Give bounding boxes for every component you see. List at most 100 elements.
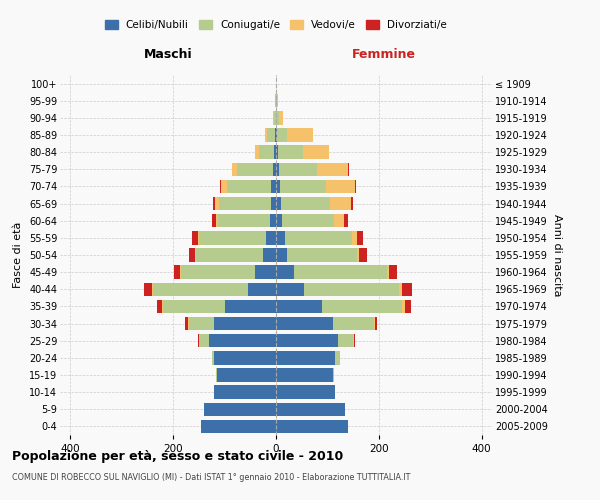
Bar	[221, 180, 227, 193]
Bar	[276, 266, 294, 279]
Bar	[189, 248, 195, 262]
Bar	[214, 351, 276, 364]
Bar	[357, 248, 359, 262]
Bar	[276, 317, 332, 330]
Bar	[265, 128, 267, 141]
Bar	[276, 128, 277, 141]
Bar	[374, 317, 375, 330]
Bar	[359, 248, 367, 262]
Text: COMUNE DI ROBECCO SUL NAVIGLIO (MI) - Dati ISTAT 1° gennaio 2010 - Elaborazione : COMUNE DI ROBECCO SUL NAVIGLIO (MI) - Da…	[12, 472, 410, 482]
Bar	[330, 197, 350, 210]
Bar	[163, 300, 224, 313]
Bar	[237, 162, 273, 176]
Bar	[353, 334, 355, 347]
Bar	[276, 351, 335, 364]
Bar	[152, 282, 248, 296]
Bar	[278, 111, 283, 124]
Bar	[334, 214, 344, 228]
Text: Femmine: Femmine	[352, 48, 416, 62]
Bar	[209, 334, 276, 347]
Bar	[276, 214, 282, 228]
Bar	[195, 248, 196, 262]
Bar	[173, 266, 180, 279]
Bar	[181, 266, 256, 279]
Bar	[180, 266, 181, 279]
Bar	[157, 300, 162, 313]
Bar	[277, 94, 278, 108]
Bar	[224, 300, 276, 313]
Bar	[276, 146, 278, 159]
Bar	[280, 180, 326, 193]
Bar	[162, 300, 163, 313]
Bar	[267, 128, 275, 141]
Bar	[277, 128, 287, 141]
Bar	[199, 334, 209, 347]
Bar	[350, 197, 353, 210]
Bar	[227, 180, 271, 193]
Bar	[276, 386, 335, 399]
Bar	[278, 146, 303, 159]
Bar	[402, 300, 404, 313]
Bar	[256, 266, 276, 279]
Bar	[285, 231, 352, 244]
Bar	[204, 402, 276, 416]
Bar	[400, 282, 402, 296]
Bar	[276, 334, 338, 347]
Bar	[287, 128, 313, 141]
Bar	[216, 214, 218, 228]
Bar	[212, 214, 216, 228]
Bar	[185, 317, 188, 330]
Bar	[216, 368, 217, 382]
Bar	[348, 162, 349, 176]
Bar	[332, 368, 334, 382]
Bar	[402, 282, 412, 296]
Bar	[266, 231, 276, 244]
Bar	[294, 266, 386, 279]
Bar	[276, 248, 287, 262]
Bar	[344, 214, 348, 228]
Bar	[276, 402, 346, 416]
Bar	[202, 420, 276, 433]
Bar	[218, 214, 270, 228]
Bar	[214, 386, 276, 399]
Bar	[386, 266, 389, 279]
Bar	[220, 197, 271, 210]
Bar	[352, 231, 357, 244]
Bar	[287, 248, 357, 262]
Bar	[271, 197, 276, 210]
Bar	[232, 162, 237, 176]
Bar	[271, 180, 276, 193]
Bar	[282, 214, 334, 228]
Bar	[213, 197, 215, 210]
Bar	[276, 231, 285, 244]
Bar	[304, 282, 400, 296]
Bar	[259, 146, 274, 159]
Bar	[404, 300, 411, 313]
Bar	[273, 162, 276, 176]
Bar	[215, 197, 220, 210]
Bar	[281, 197, 330, 210]
Bar	[199, 231, 266, 244]
Bar	[274, 111, 276, 124]
Bar	[338, 334, 353, 347]
Bar	[276, 197, 281, 210]
Text: Maschi: Maschi	[143, 48, 193, 62]
Bar	[220, 180, 221, 193]
Text: Popolazione per età, sesso e stato civile - 2010: Popolazione per età, sesso e stato civil…	[12, 450, 343, 463]
Bar	[198, 231, 199, 244]
Bar	[375, 317, 377, 330]
Bar	[276, 162, 278, 176]
Bar	[276, 282, 304, 296]
Bar	[191, 231, 198, 244]
Bar	[198, 334, 199, 347]
Y-axis label: Fasce di età: Fasce di età	[13, 222, 23, 288]
Bar	[332, 317, 374, 330]
Bar	[274, 146, 276, 159]
Bar	[276, 180, 280, 193]
Bar	[263, 248, 276, 262]
Bar	[212, 351, 214, 364]
Bar	[275, 128, 276, 141]
Bar	[322, 300, 402, 313]
Bar	[214, 317, 276, 330]
Bar	[326, 180, 355, 193]
